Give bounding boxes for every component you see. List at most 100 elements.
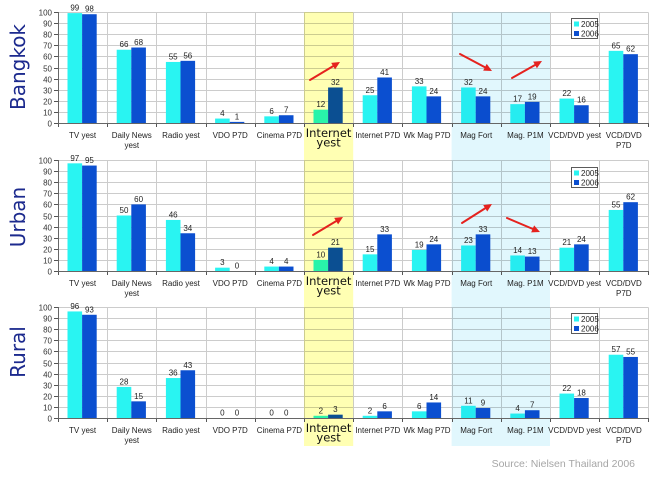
arrow-head xyxy=(533,61,542,69)
value-label-2005: 0 xyxy=(220,409,225,418)
bar-2005 xyxy=(559,98,575,123)
bar-2006 xyxy=(82,14,97,123)
value-label-2005: 2 xyxy=(319,406,324,415)
value-label-2005: 15 xyxy=(366,245,375,254)
category-label: VCD/DVD yest xyxy=(548,131,602,140)
legend-label-2005: 2005 xyxy=(581,20,599,29)
category-label: P7D xyxy=(616,141,632,150)
y-tick-label: 80 xyxy=(43,179,52,188)
arrow-head xyxy=(334,217,343,225)
value-label-2006: 93 xyxy=(85,305,94,314)
legend-swatch-2005 xyxy=(574,316,579,322)
category-label: Internet P7D xyxy=(355,426,400,435)
value-label-2005: 32 xyxy=(464,78,473,87)
value-label-2005: 0 xyxy=(269,409,274,418)
bar-2005 xyxy=(67,13,83,123)
value-label-2006: 6 xyxy=(382,402,387,411)
value-label-2006: 60 xyxy=(134,195,143,204)
value-label-2005: 4 xyxy=(515,404,520,413)
category-label: Internet xyxy=(306,126,352,140)
value-label-2005: 6 xyxy=(417,402,422,411)
value-label-2006: 19 xyxy=(528,92,537,101)
value-label-2005: 22 xyxy=(562,89,571,98)
y-tick-label: 70 xyxy=(43,42,52,51)
legend-label-2005: 2005 xyxy=(581,315,599,324)
category-label: Internet P7D xyxy=(355,131,400,140)
value-label-2005: 97 xyxy=(70,154,79,163)
value-label-2006: 68 xyxy=(134,38,143,47)
trend-arrow-down xyxy=(459,53,492,71)
legend-label-2006: 2006 xyxy=(581,325,599,334)
value-label-2006: 13 xyxy=(528,247,537,256)
y-tick-label: 30 xyxy=(43,87,52,96)
arrow-shaft xyxy=(309,65,335,81)
arrow-shaft xyxy=(461,207,487,224)
y-tick-label: 50 xyxy=(43,360,52,369)
bar-2006 xyxy=(180,233,196,271)
value-label-2005: 50 xyxy=(120,206,129,215)
bar-2006 xyxy=(377,77,392,123)
value-label-2005: 21 xyxy=(562,238,571,247)
bar-2005 xyxy=(559,247,575,271)
value-label-2005: 66 xyxy=(120,40,129,49)
bar-2005 xyxy=(165,219,181,271)
value-label-2005: 3 xyxy=(220,258,225,267)
category-label: Mag Fort xyxy=(460,426,493,435)
category-label: Radio yest xyxy=(162,426,201,435)
y-tick-label: 20 xyxy=(43,393,52,402)
y-tick-label: 90 xyxy=(43,168,52,177)
value-label-2005: 28 xyxy=(120,377,129,386)
value-label-2006: 7 xyxy=(530,401,535,410)
bar-2006 xyxy=(131,204,146,271)
legend-swatch-2006 xyxy=(574,326,579,331)
bar-2006 xyxy=(426,244,442,271)
bar-2006 xyxy=(278,115,294,123)
category-label: Wk Mag P7D xyxy=(403,426,450,435)
arrow-shaft xyxy=(312,220,338,236)
value-label-2005: 55 xyxy=(169,52,178,61)
legend-swatch-2005 xyxy=(574,170,579,176)
panel-title: Urban xyxy=(6,187,30,248)
category-label: VDO P7D xyxy=(213,279,248,288)
bar-2005 xyxy=(116,386,132,418)
value-label-2006: 0 xyxy=(235,409,240,418)
value-label-2005: 96 xyxy=(70,302,79,311)
y-tick-label: 100 xyxy=(39,9,53,18)
highlight-band-0 xyxy=(304,12,354,446)
value-label-2006: 62 xyxy=(626,45,635,54)
category-label: yest xyxy=(124,289,139,298)
panel-title: Bangkok xyxy=(6,24,30,110)
value-label-2005: 4 xyxy=(220,109,225,118)
bar-2005 xyxy=(215,118,230,123)
legend-label-2006: 2006 xyxy=(581,30,599,39)
value-label-2005: 36 xyxy=(169,369,178,378)
bar-2006 xyxy=(623,54,638,123)
trend-arrow-up xyxy=(461,204,492,224)
value-label-2005: 99 xyxy=(70,4,79,13)
bar-2005 xyxy=(215,267,230,271)
value-label-2005: 17 xyxy=(513,95,522,104)
bar-2006 xyxy=(278,266,294,271)
category-label: yest xyxy=(316,284,341,298)
bar-2006 xyxy=(377,234,392,271)
bar-2006 xyxy=(180,60,196,123)
gridlines xyxy=(58,12,649,418)
value-label-2006: 24 xyxy=(479,87,488,96)
y-tick-label: 10 xyxy=(43,404,52,413)
y-tick-label: 40 xyxy=(43,224,52,233)
category-label: Radio yest xyxy=(162,279,201,288)
value-label-2006: 18 xyxy=(577,389,586,398)
trend-arrow-up xyxy=(312,217,343,236)
value-label-2005: 22 xyxy=(562,384,571,393)
axes xyxy=(54,12,649,422)
category-label: Cinema P7D xyxy=(257,279,303,288)
category-label: Daily News xyxy=(112,426,152,435)
category-label: Internet xyxy=(306,274,352,288)
y-tick-label: 20 xyxy=(43,98,52,107)
category-label: Cinema P7D xyxy=(257,131,303,140)
value-label-2005: 23 xyxy=(464,236,473,245)
